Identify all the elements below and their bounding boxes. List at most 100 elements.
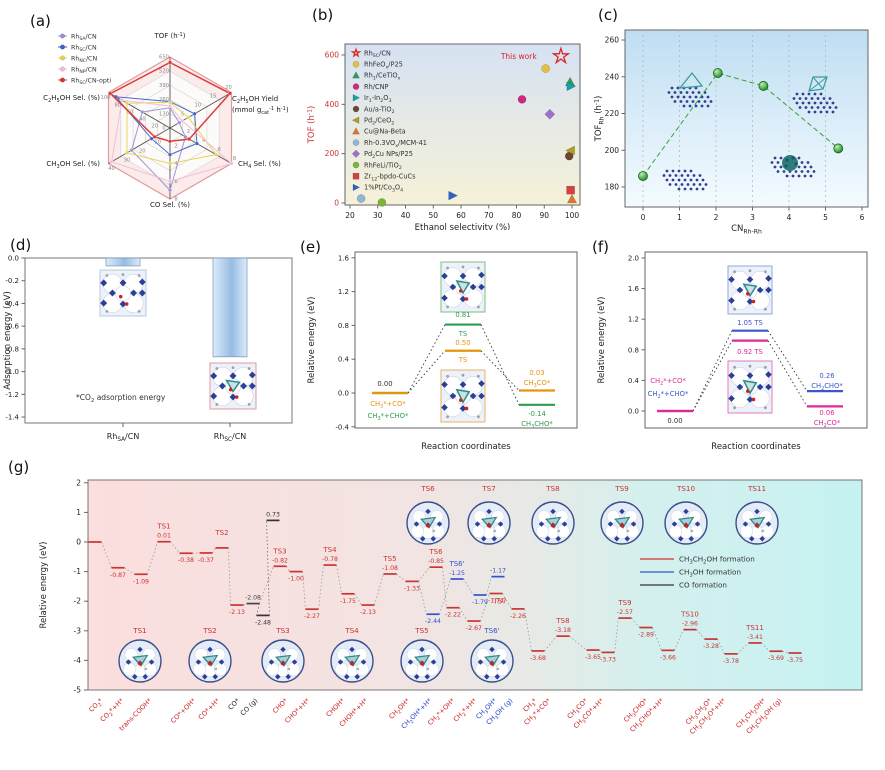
svg-text:10: 10 (154, 140, 161, 146)
legend-entry: Rh/CNP (364, 83, 389, 91)
energy-value: -1.74 (488, 598, 504, 605)
ts-label: TS4 (322, 546, 337, 554)
species-label: CO* (226, 696, 241, 711)
svg-text:1.6: 1.6 (338, 254, 350, 262)
ts-structure-inset (664, 501, 708, 545)
axis-label: TOF (h-1) (154, 32, 186, 40)
legend-entry: CO formation (679, 581, 727, 590)
energy-value: -0.87 (110, 572, 126, 579)
species-label: CO (g) (239, 697, 260, 718)
svg-text:2.0: 2.0 (628, 255, 639, 263)
energy-value: -3.75 (787, 657, 803, 664)
svg-text:-1.2: -1.2 (5, 391, 19, 399)
energy-label: 0.00 (377, 380, 392, 388)
svg-text:0.4: 0.4 (628, 377, 640, 385)
svg-text:220: 220 (605, 109, 620, 118)
legend-entry: RhSC/CN-opti (71, 77, 111, 86)
svg-text:260: 260 (159, 97, 169, 103)
ts-structure-inset (261, 639, 305, 683)
svg-text:80: 80 (512, 211, 522, 220)
svg-text:1: 1 (677, 213, 682, 222)
svg-text:2: 2 (76, 478, 81, 487)
bar-category-label: RhSA/CN (107, 432, 140, 443)
svg-text:0.4: 0.4 (338, 356, 350, 364)
reaction-energy-profile: 2 1 0 -1 -2 -3 -4 -5 Relative energy (eV) TS6 TS7 T… (39, 478, 863, 736)
ts-structure-inset (470, 639, 514, 683)
y-axis-label: Relative energy (eV) (597, 297, 607, 384)
energy-label: CH3*+CHO* (368, 412, 409, 422)
svg-text:3: 3 (750, 213, 755, 222)
y-axis-label: TOF (h-1) (307, 106, 317, 145)
energy-value: -0.78 (322, 556, 338, 563)
energy-value: -1.08 (382, 565, 398, 572)
svg-text:130: 130 (159, 111, 169, 117)
svg-text:100: 100 (101, 95, 111, 101)
ts-structure-inset (735, 501, 779, 545)
svg-text:390: 390 (159, 83, 169, 89)
svg-text:-1.0: -1.0 (5, 368, 19, 376)
svg-text:-1: -1 (74, 567, 82, 576)
species-label: CO*+H* (197, 696, 222, 721)
energy-label: TS (458, 330, 467, 338)
svg-text:8: 8 (174, 197, 177, 203)
svg-text:4: 4 (787, 213, 792, 222)
energy-value: -3.66 (660, 654, 676, 661)
ts-label: TS8 (555, 617, 569, 625)
legend-entry: Ir1-In2O3 (364, 94, 391, 104)
svg-text:40: 40 (108, 166, 115, 172)
svg-text:30: 30 (373, 211, 383, 220)
energy-value: -3.65 (585, 654, 601, 661)
energy-label: 0.06 (819, 409, 834, 417)
energy-value: -1.00 (288, 576, 304, 583)
energy-value: -3.41 (747, 634, 763, 641)
ts-inset-label: TS11 (747, 484, 766, 493)
svg-text:8: 8 (233, 156, 236, 162)
svg-text:0: 0 (641, 213, 646, 222)
svg-text:200: 200 (325, 149, 340, 158)
energy-label: 0.03 (529, 369, 544, 377)
y-axis-label: Relative energy (eV) (39, 542, 49, 629)
svg-text:6: 6 (860, 213, 865, 222)
energy-value: -2.96 (682, 621, 698, 628)
svg-text:4: 4 (202, 138, 206, 144)
svg-text:200: 200 (605, 146, 620, 155)
molecular-structure-inset (727, 265, 773, 315)
svg-text:0.8: 0.8 (628, 346, 639, 354)
ts-label: TS2 (214, 529, 228, 537)
bar (212, 257, 248, 358)
legend-entry: Rh1/CeTiOx (364, 72, 401, 82)
energy-diagram-ch2-coupling: 2.0 1.6 1.2 0.8 0.4 0.0 CH2*+CO* CH2*+CHO* 0.00 1… (597, 251, 868, 452)
svg-text:0: 0 (162, 126, 165, 132)
svg-text:40: 40 (401, 211, 411, 220)
svg-text:40: 40 (139, 116, 146, 122)
bar (105, 257, 141, 267)
svg-text:2: 2 (187, 129, 190, 135)
energy-value: -2.57 (617, 609, 633, 616)
panel-label-a: (a) (30, 12, 51, 30)
energy-value: -0.82 (272, 557, 288, 564)
ts-label: TS6 (428, 548, 443, 556)
ts-inset-label: TS5 (414, 626, 429, 635)
svg-text:0: 0 (334, 199, 339, 208)
legend-entry: Zr12-bpdo-CuCs (364, 173, 416, 183)
energy-label: 0.50 (455, 339, 470, 347)
x-axis-label: CNRh-Rh (731, 224, 762, 235)
svg-text:-0.8: -0.8 (5, 345, 19, 353)
legend-entry: Au/a-TiO2 (364, 105, 395, 115)
data-point (833, 143, 844, 154)
species-label: CHO* (271, 696, 290, 715)
axis-label: CH4 Sel. (%) (238, 160, 281, 170)
svg-text:80: 80 (115, 102, 122, 108)
axis-label: C2H5OH Sel. (%) (43, 94, 100, 104)
energy-label: CH2CO* (814, 419, 841, 429)
legend-entry: RhNP/CN (71, 66, 97, 75)
panel-label-d: (d) (10, 236, 32, 254)
energy-label: TS (458, 356, 467, 364)
svg-text:-2: -2 (74, 597, 82, 606)
energy-diagram-ch3-coupling: 1.6 1.2 0.8 0.4 0.0 -0.4 0.00 CH3*+CO* CH3*+CHO*… (307, 251, 578, 452)
ts-structure-inset (118, 639, 162, 683)
radar-chart-catalyst-performance: 0 130 260 390 520 650 5 10 15 20 2 4 6 8 2 4 6 8 10 20 30 40 2… (43, 32, 289, 209)
x-axis-label: Reaction coordinates (421, 442, 511, 452)
energy-label: 0.26 (819, 372, 834, 380)
